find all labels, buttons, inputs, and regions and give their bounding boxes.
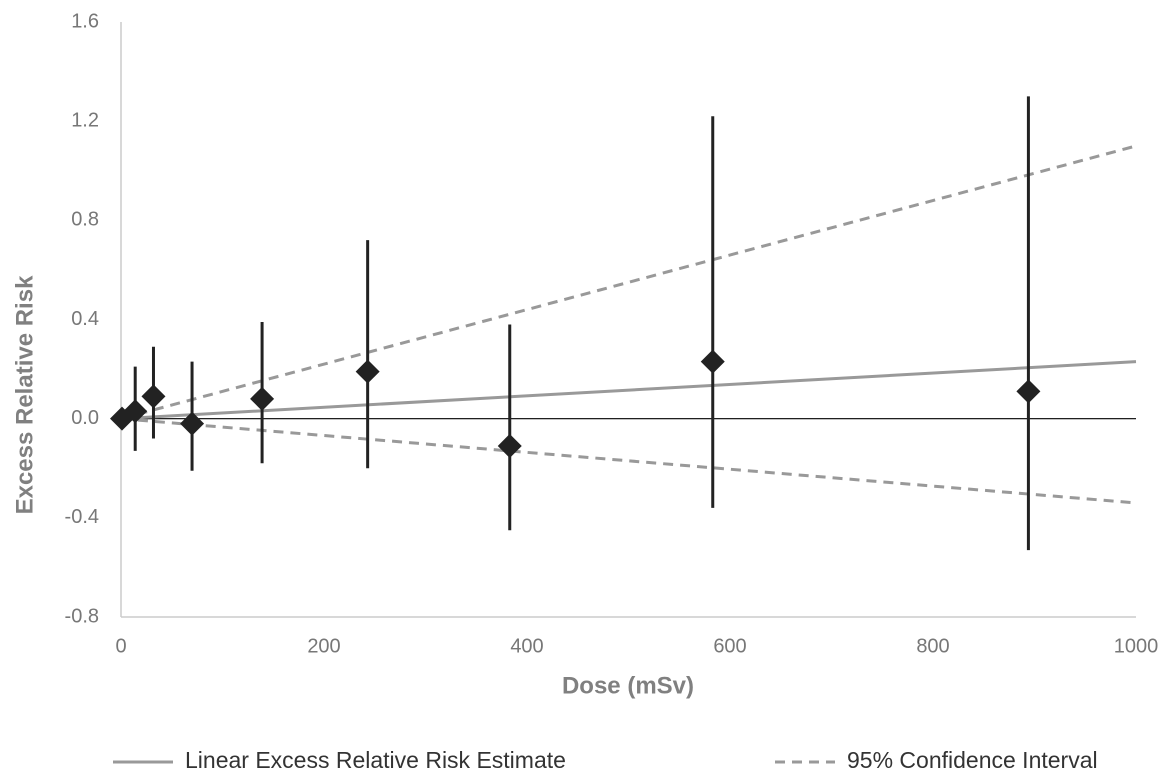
point xyxy=(700,349,725,374)
y-tick-label: 0.0 xyxy=(71,407,99,429)
point xyxy=(355,359,380,384)
y-axis-title: Excess Relative Risk xyxy=(11,275,38,514)
y-tick-label: -0.4 xyxy=(65,506,99,528)
point xyxy=(123,399,148,424)
y-tick-label: 0.8 xyxy=(71,209,99,231)
series-line-lower xyxy=(120,417,1137,505)
legend-label: Linear Excess Relative Risk Estimate xyxy=(185,747,566,773)
x-tick-label: 800 xyxy=(916,635,949,657)
x-tick-label: 200 xyxy=(307,635,340,657)
point xyxy=(180,411,205,436)
series-line xyxy=(120,360,1137,421)
series-line xyxy=(120,144,1137,421)
x-tick-label: 600 xyxy=(713,635,746,657)
y-tick-label: 0.4 xyxy=(71,308,99,330)
point xyxy=(497,433,522,458)
y-tick-label: 1.2 xyxy=(71,109,99,131)
point xyxy=(250,386,275,411)
point xyxy=(141,384,166,409)
x-tick-label: 0 xyxy=(115,635,126,657)
x-axis-title: Dose (mSv) xyxy=(562,672,694,699)
y-tick-label: -0.8 xyxy=(65,605,99,627)
legend-label: 95% Confidence Interval xyxy=(847,747,1098,773)
x-tick-label: 1000 xyxy=(1114,635,1159,657)
point xyxy=(1016,379,1041,404)
x-tick-label: 400 xyxy=(510,635,543,657)
y-tick-label: 1.6 xyxy=(71,10,99,32)
